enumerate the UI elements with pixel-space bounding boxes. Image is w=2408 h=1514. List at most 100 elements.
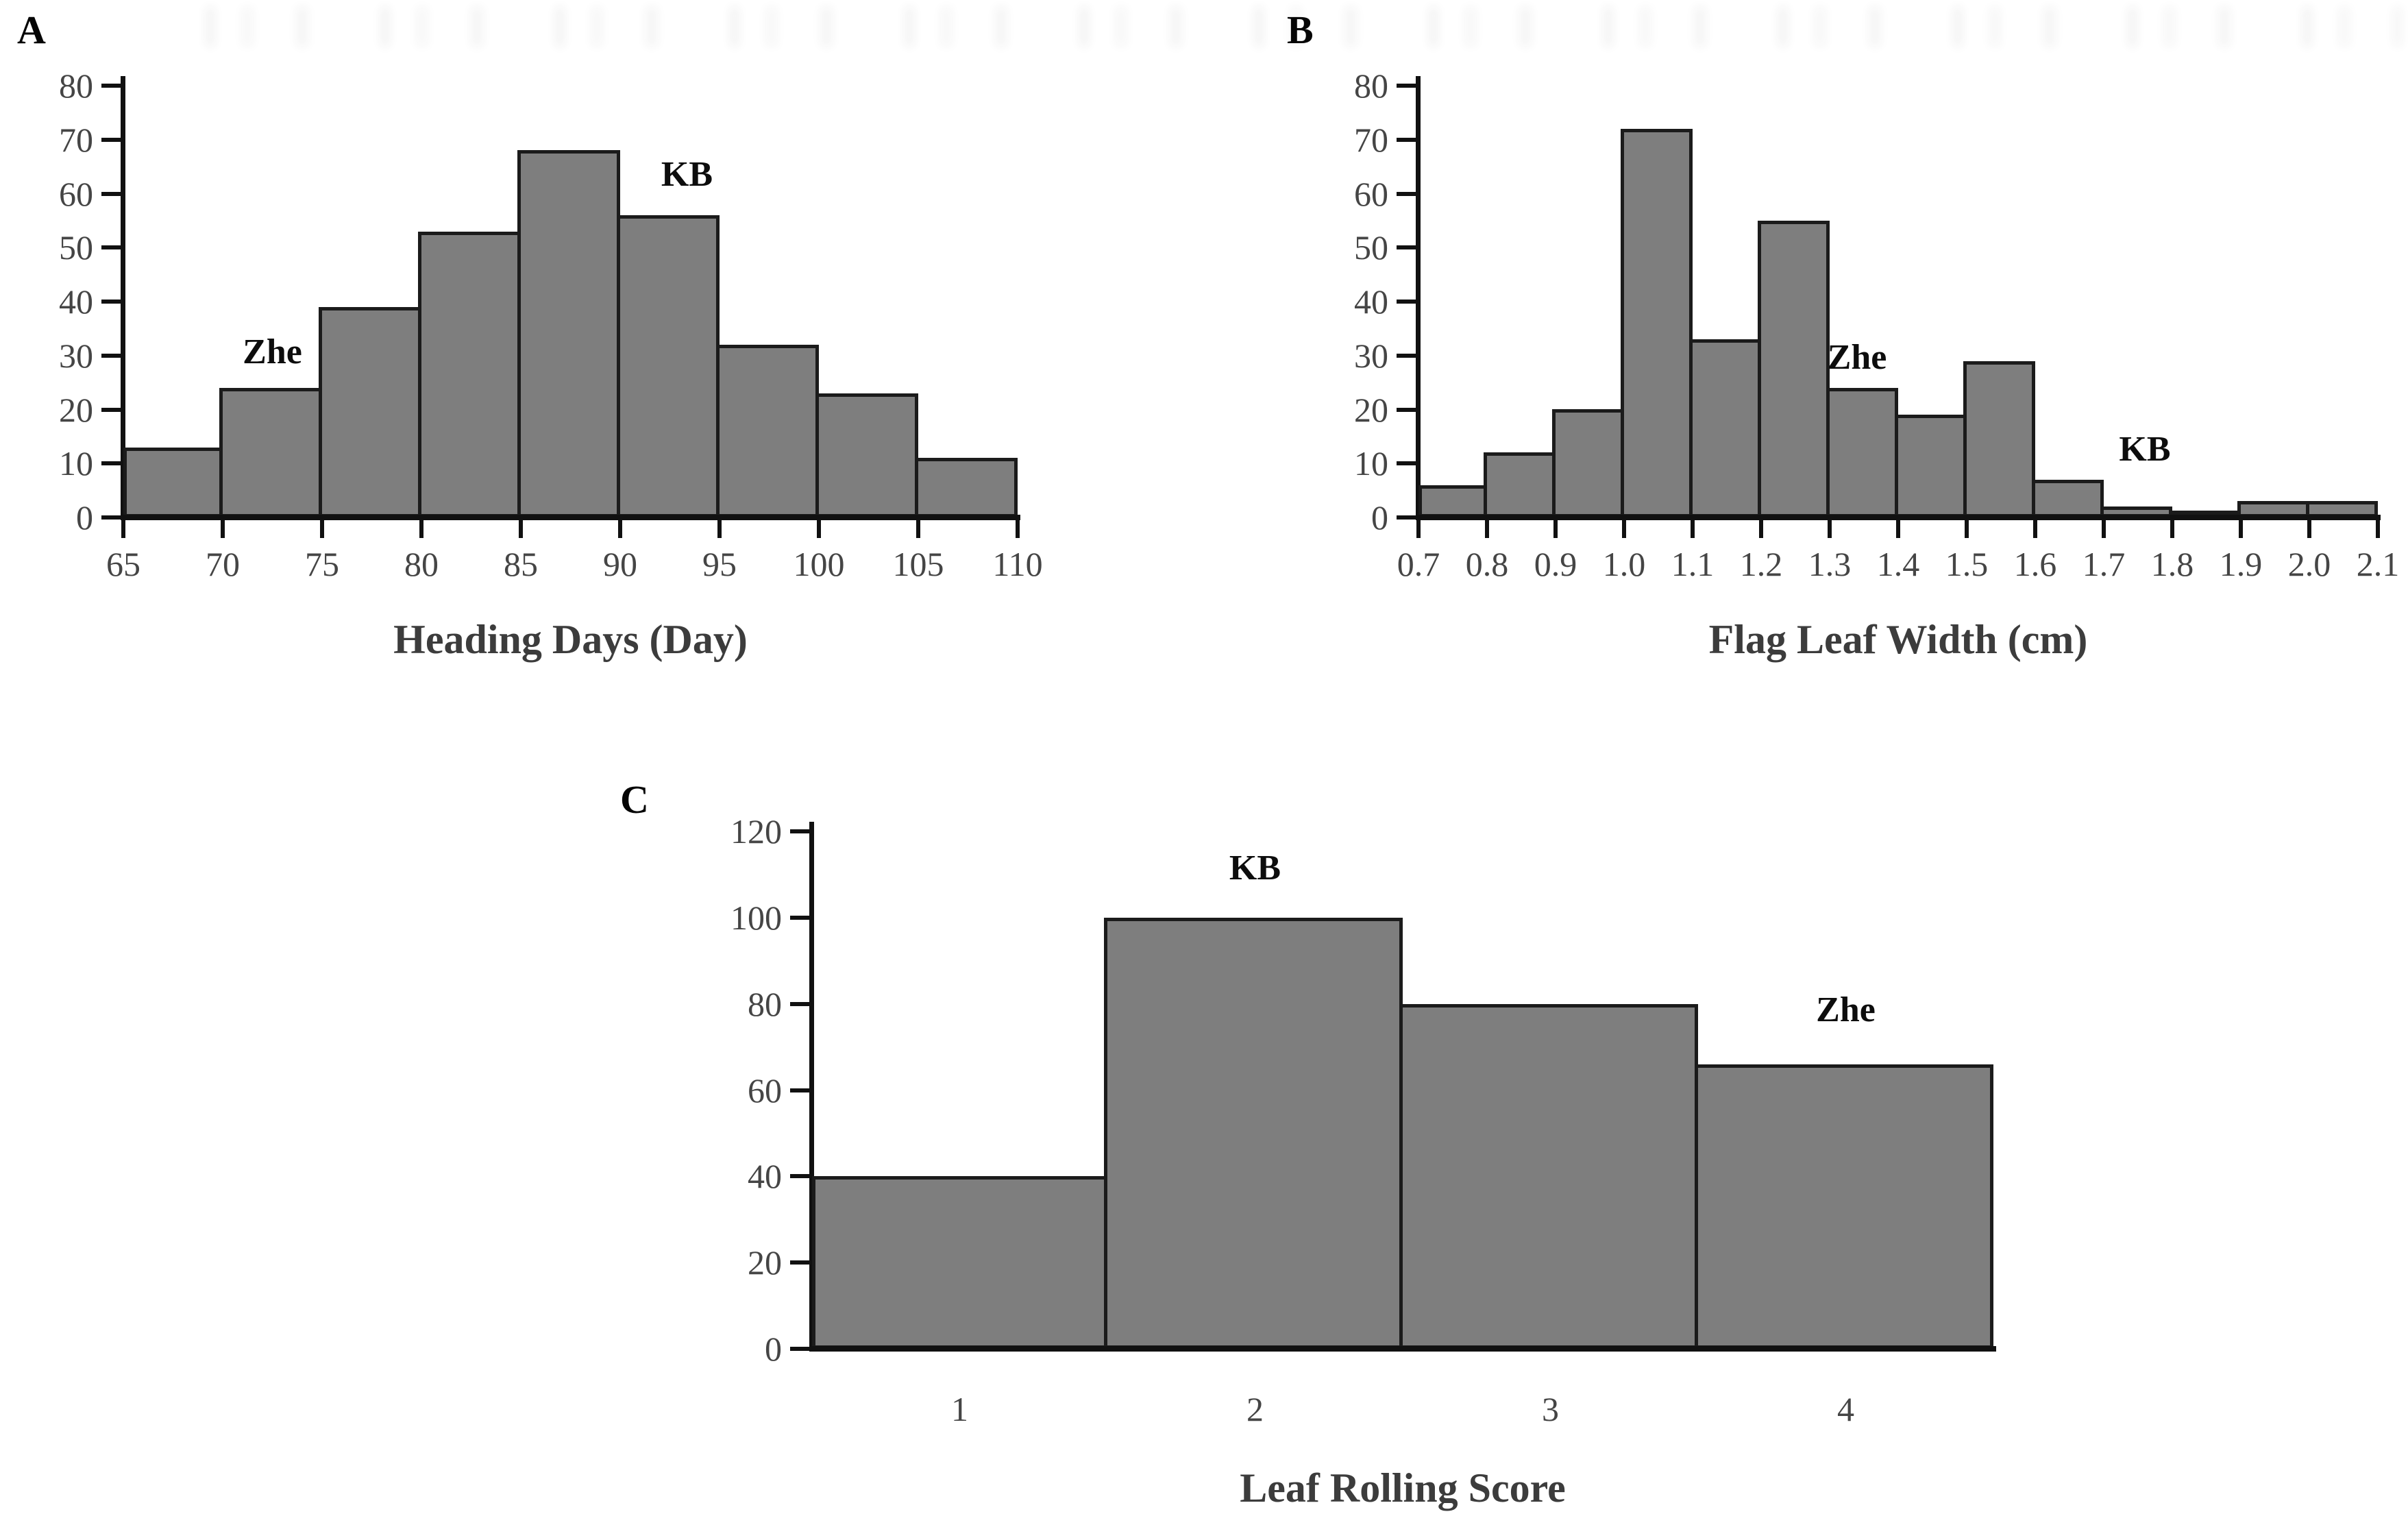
x-tick-b bbox=[2239, 520, 2243, 538]
y-tick-label-c: 100 bbox=[730, 898, 782, 937]
x-tick-label-b: 1.6 bbox=[2013, 545, 2057, 583]
histogram-bar-c bbox=[812, 1176, 1107, 1349]
x-tick-label-b: 1.4 bbox=[1876, 545, 1920, 583]
x-tick-b bbox=[1622, 520, 1626, 538]
y-tick-label-a: 40 bbox=[59, 282, 93, 321]
x-tick-a bbox=[717, 520, 722, 538]
histogram-bar-b bbox=[1963, 361, 2035, 517]
y-tick-b bbox=[1397, 84, 1418, 88]
panel-b-x-axis-title: Flag Leaf Width (cm) bbox=[1708, 617, 2088, 662]
histogram-bar-b bbox=[1689, 339, 1761, 517]
panel-a: A Heading Days (Day) 0 10 20 30 40 50 60 70 80 65… bbox=[0, 0, 1206, 754]
x-tick-label-a: 90 bbox=[603, 545, 637, 583]
annotation-zhe-b: Zhe bbox=[1827, 338, 1887, 378]
y-tick-b bbox=[1397, 245, 1418, 250]
x-tick-label-a: 80 bbox=[404, 545, 439, 583]
x-tick-label-b: 1.3 bbox=[1808, 545, 1852, 583]
y-tick-a bbox=[101, 461, 123, 466]
annotation-kb-a: KB bbox=[661, 154, 713, 194]
y-tick-label-b: 50 bbox=[1354, 228, 1388, 267]
y-tick-label-b: 40 bbox=[1354, 282, 1388, 321]
x-tick-a bbox=[121, 520, 125, 538]
x-tick-b bbox=[1759, 520, 1763, 538]
y-tick-a bbox=[101, 191, 123, 196]
annotation-zhe-a: Zhe bbox=[243, 332, 302, 372]
annotation-zhe-c: Zhe bbox=[1816, 990, 1876, 1030]
panel-c-plot: Leaf Rolling Score 0 20 40 60 80 100 120 1 2 3 4 KB… bbox=[730, 812, 1996, 1511]
y-tick-c bbox=[790, 1174, 812, 1179]
x-tick-b bbox=[2170, 520, 2174, 538]
y-tick-label-a: 20 bbox=[59, 390, 93, 429]
y-axis-line-b bbox=[1416, 76, 1421, 520]
histogram-bar-a bbox=[123, 448, 223, 517]
y-tick-label-b: 30 bbox=[1354, 336, 1388, 375]
histogram-bar-b bbox=[1484, 452, 1556, 517]
y-tick-b bbox=[1397, 191, 1418, 196]
y-tick-b bbox=[1397, 407, 1418, 412]
y-tick-a bbox=[101, 353, 123, 358]
y-axis-line-a bbox=[121, 76, 125, 520]
histogram-bar-c bbox=[1104, 918, 1403, 1349]
x-tick-a bbox=[519, 520, 523, 538]
y-tick-a bbox=[101, 300, 123, 304]
x-tick-label-b: 2.1 bbox=[2356, 545, 2400, 583]
x-axis-line-c bbox=[809, 1346, 1996, 1352]
panel-b-plot: Flag Leaf Width (cm) 0 10 20 30 40 50 60 70 80 0.… bbox=[1354, 66, 2399, 662]
panel-a-x-axis-title: Heading Days (Day) bbox=[393, 617, 748, 662]
histogram-bar-c bbox=[1399, 1004, 1698, 1349]
y-tick-c bbox=[790, 1347, 812, 1351]
x-axis-line-a bbox=[121, 515, 1020, 520]
y-tick-b bbox=[1397, 515, 1418, 520]
x-tick-label-b: 1.8 bbox=[2150, 545, 2194, 583]
x-tick-label-a: 75 bbox=[305, 545, 339, 583]
histogram-bar-b bbox=[1418, 485, 1487, 517]
x-tick-a bbox=[817, 520, 821, 538]
x-tick-label-b: 1.5 bbox=[1945, 545, 1989, 583]
y-tick-b bbox=[1397, 300, 1418, 304]
histogram-bar-a bbox=[418, 232, 521, 517]
panel-c-letter: C bbox=[620, 777, 649, 822]
x-tick-label-b: 1.0 bbox=[1602, 545, 1646, 583]
histogram-bar-b bbox=[1826, 388, 1898, 517]
y-tick-label-b: 60 bbox=[1354, 174, 1388, 213]
y-tick-label-a: 50 bbox=[59, 228, 93, 267]
histogram-bar-a bbox=[915, 458, 1018, 517]
x-tick-b bbox=[1965, 520, 1969, 538]
y-tick-label-b: 0 bbox=[1371, 498, 1388, 537]
x-tick-label-a: 65 bbox=[106, 545, 140, 583]
histogram-bar-b bbox=[1621, 129, 1693, 517]
x-tick-label-b: 0.7 bbox=[1397, 545, 1440, 583]
y-tick-label-c: 20 bbox=[748, 1243, 782, 1282]
x-tick-b bbox=[2307, 520, 2311, 538]
x-tick-label-a: 85 bbox=[504, 545, 538, 583]
y-tick-b bbox=[1397, 461, 1418, 466]
x-tick-label-b: 1.7 bbox=[2082, 545, 2126, 583]
y-tick-label-a: 70 bbox=[59, 120, 93, 159]
panel-c-x-axis-title: Leaf Rolling Score bbox=[1240, 1465, 1566, 1511]
histogram-bar-b bbox=[2032, 480, 2104, 517]
x-tick-label-a: 70 bbox=[206, 545, 240, 583]
y-tick-a bbox=[101, 407, 123, 412]
x-tick-label-b: 0.9 bbox=[1534, 545, 1577, 583]
histogram-bar-c bbox=[1695, 1064, 1993, 1349]
x-tick-label-c: 1 bbox=[951, 1390, 968, 1428]
y-tick-label-c: 0 bbox=[765, 1330, 782, 1368]
histogram-bar-a bbox=[716, 345, 819, 517]
y-tick-label-b: 70 bbox=[1354, 120, 1388, 159]
x-axis-line-b bbox=[1416, 515, 2381, 520]
x-tick-label-b: 1.2 bbox=[1739, 545, 1783, 583]
x-tick-b bbox=[1416, 520, 1421, 538]
scan-artifact bbox=[206, 7, 2402, 47]
x-tick-b bbox=[1553, 520, 1558, 538]
y-tick-label-a: 0 bbox=[76, 498, 93, 537]
y-tick-label-c: 120 bbox=[730, 812, 782, 851]
y-axis-line-c bbox=[809, 822, 814, 1352]
y-tick-a bbox=[101, 137, 123, 142]
x-tick-label-a: 110 bbox=[992, 545, 1043, 583]
y-tick-a bbox=[101, 84, 123, 88]
annotation-kb-c: KB bbox=[1229, 848, 1281, 888]
y-tick-label-c: 80 bbox=[748, 984, 782, 1023]
y-tick-label-a: 60 bbox=[59, 174, 93, 213]
x-tick-label-b: 0.8 bbox=[1465, 545, 1509, 583]
